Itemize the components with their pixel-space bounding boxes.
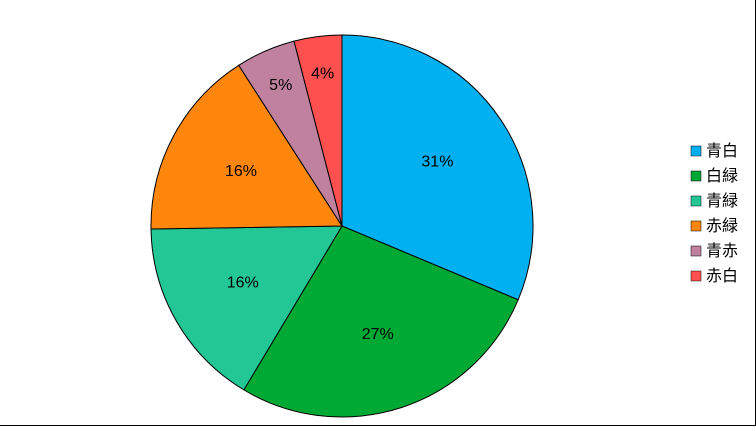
legend-swatch: [690, 170, 702, 182]
legend-swatch: [690, 195, 702, 207]
legend-label: 赤緑: [706, 217, 738, 235]
pie-slice: [341, 34, 534, 301]
data-label: 16%: [227, 275, 259, 292]
legend-label: 青白: [706, 142, 738, 160]
data-label: 4%: [311, 66, 334, 83]
data-label: 31%: [421, 154, 453, 171]
legend-swatch: [690, 220, 702, 232]
data-label: 16%: [225, 163, 257, 180]
data-label: 27%: [362, 326, 394, 343]
legend-swatch: [690, 270, 702, 282]
pie-slice: [150, 225, 343, 391]
legend-label: 白緑: [706, 167, 738, 185]
legend-swatch: [690, 245, 702, 257]
pie-slice: [150, 64, 343, 230]
pie-slice: [243, 225, 519, 418]
legend-label: 赤白: [706, 267, 738, 285]
data-label: 5%: [269, 77, 292, 94]
pie-slice: [293, 34, 343, 227]
legend-label: 青赤: [706, 242, 738, 260]
legend-label: 青緑: [706, 192, 738, 210]
legend-swatch: [690, 145, 702, 157]
